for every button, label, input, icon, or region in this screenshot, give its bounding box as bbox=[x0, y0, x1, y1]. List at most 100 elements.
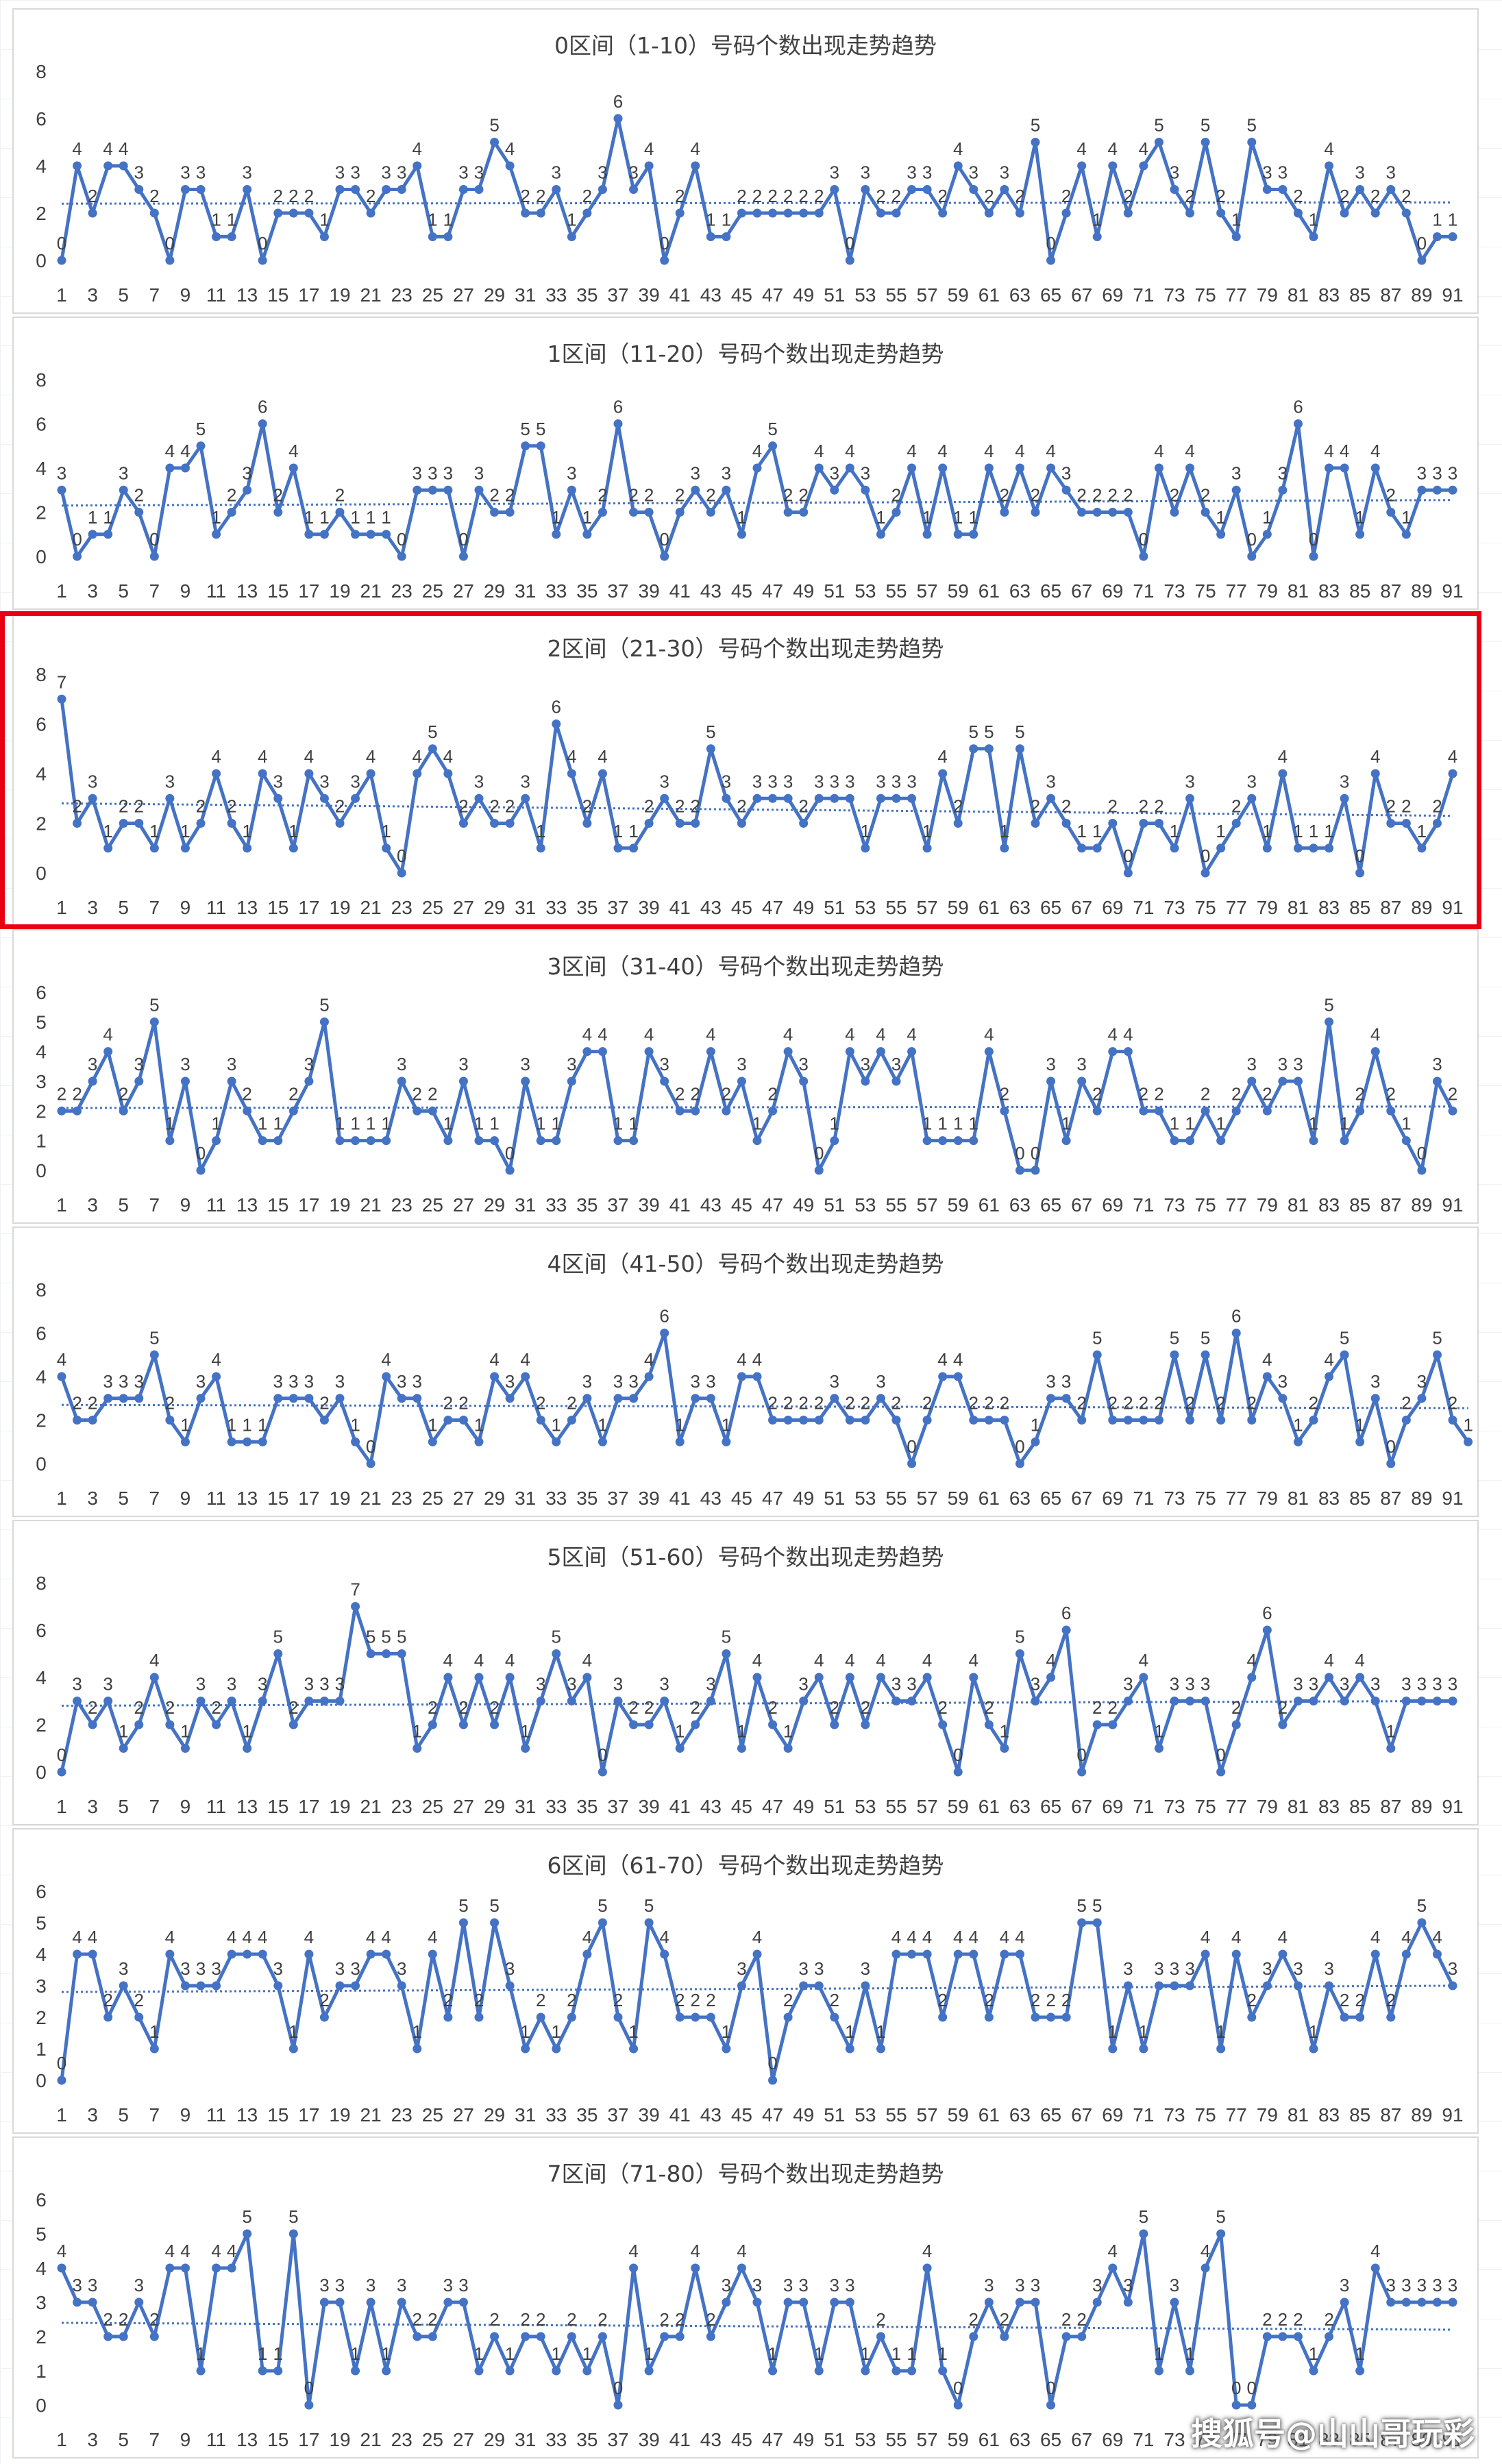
data-label: 2 bbox=[428, 1697, 437, 1718]
data-point bbox=[582, 1394, 592, 1403]
x-tick-label: 11 bbox=[206, 1796, 226, 1817]
y-tick-label: 0 bbox=[36, 546, 47, 567]
data-label: 3 bbox=[567, 463, 576, 483]
data-label: 2 bbox=[196, 796, 206, 817]
data-label: 4 bbox=[1448, 746, 1457, 767]
data-point bbox=[814, 1673, 824, 1682]
x-tick-label: 69 bbox=[1102, 284, 1123, 306]
data-point bbox=[428, 1437, 437, 1446]
x-tick-label: 71 bbox=[1133, 2104, 1154, 2126]
x-tick-label: 15 bbox=[267, 1796, 288, 1817]
x-tick-label: 87 bbox=[1380, 580, 1401, 602]
x-tick-label: 89 bbox=[1411, 580, 1432, 602]
x-tick-label: 71 bbox=[1133, 1194, 1154, 1216]
y-tick-label: 4 bbox=[36, 763, 47, 785]
data-point bbox=[613, 1697, 623, 1705]
data-point bbox=[366, 1649, 376, 1658]
data-point bbox=[1108, 508, 1118, 517]
data-point bbox=[103, 843, 113, 853]
data-label: 5 bbox=[552, 1627, 561, 1647]
data-label: 2 bbox=[798, 485, 808, 506]
data-label: 3 bbox=[1076, 1054, 1086, 1074]
data-label: 4 bbox=[644, 138, 654, 159]
data-label: 1 bbox=[505, 2343, 515, 2364]
x-tick-label: 79 bbox=[1257, 1796, 1278, 1817]
data-point bbox=[845, 2044, 854, 2054]
x-tick-label: 69 bbox=[1102, 897, 1123, 918]
data-label: 3 bbox=[891, 1054, 901, 1074]
data-point bbox=[814, 1416, 824, 1425]
data-label: 1 bbox=[1262, 507, 1272, 528]
data-label: 2 bbox=[628, 485, 638, 506]
data-point bbox=[737, 819, 746, 828]
data-point bbox=[1061, 819, 1071, 828]
data-point bbox=[304, 1394, 314, 1403]
data-label: 1 bbox=[366, 1113, 376, 1134]
data-point bbox=[1417, 2297, 1427, 2307]
data-label: 3 bbox=[366, 2275, 376, 2295]
x-tick-label: 15 bbox=[267, 580, 288, 602]
x-tick-label: 65 bbox=[1040, 1488, 1061, 1509]
data-point bbox=[814, 793, 824, 803]
data-point bbox=[876, 2044, 885, 2054]
data-label: 2 bbox=[72, 1083, 82, 1104]
data-point bbox=[582, 819, 592, 828]
data-label: 3 bbox=[1278, 1371, 1288, 1392]
data-point bbox=[180, 1076, 190, 1086]
data-point bbox=[1046, 1076, 1056, 1086]
data-point bbox=[1309, 843, 1318, 853]
data-point bbox=[768, 1106, 778, 1116]
data-point bbox=[1108, 2263, 1118, 2273]
data-point bbox=[243, 2229, 252, 2239]
data-label: 1 bbox=[953, 1113, 963, 1134]
x-tick-label: 87 bbox=[1380, 2429, 1401, 2450]
x-tick-label: 49 bbox=[793, 1194, 814, 1216]
data-point bbox=[1417, 1697, 1427, 1705]
x-tick-label: 49 bbox=[793, 284, 814, 306]
data-label: 4 bbox=[907, 1927, 916, 1947]
x-tick-label: 65 bbox=[1040, 580, 1061, 602]
data-label: 1 bbox=[552, 1113, 561, 1134]
data-point bbox=[768, 1720, 778, 1729]
data-label: 0 bbox=[258, 233, 267, 254]
data-label: 2 bbox=[984, 186, 994, 206]
data-label: 2 bbox=[861, 1393, 870, 1414]
data-label: 2 bbox=[1340, 186, 1349, 206]
data-point bbox=[644, 1720, 654, 1729]
data-label: 2 bbox=[706, 1990, 715, 2010]
data-point bbox=[1000, 1744, 1009, 1753]
data-label: 3 bbox=[335, 1958, 345, 1979]
data-label: 0 bbox=[1386, 1436, 1396, 1457]
data-point bbox=[799, 1076, 809, 1086]
data-point bbox=[273, 1394, 283, 1403]
data-label: 4 bbox=[1139, 138, 1148, 159]
data-point bbox=[660, 1949, 669, 1959]
data-label: 4 bbox=[1139, 1650, 1148, 1671]
data-label: 0 bbox=[659, 233, 669, 254]
x-tick-label: 39 bbox=[639, 1488, 660, 1509]
data-point bbox=[227, 1437, 236, 1446]
data-point bbox=[644, 508, 654, 517]
x-tick-label: 53 bbox=[854, 897, 876, 918]
data-label: 2 bbox=[814, 186, 824, 206]
data-point bbox=[737, 1076, 746, 1086]
data-label: 4 bbox=[103, 138, 112, 159]
data-label: 3 bbox=[88, 1054, 97, 1074]
data-point bbox=[1123, 2297, 1133, 2307]
data-label: 3 bbox=[413, 1371, 422, 1392]
data-label: 2 bbox=[1123, 186, 1133, 206]
data-label: 4 bbox=[1000, 1927, 1009, 1947]
x-tick-label: 43 bbox=[700, 580, 722, 602]
data-point bbox=[149, 2332, 159, 2341]
data-point bbox=[536, 1136, 545, 1146]
data-point bbox=[1231, 1329, 1241, 1338]
x-tick-label: 57 bbox=[917, 284, 938, 306]
chart-panel-4: 4区间（41-50）号码个数出现走势趋势 0 2 4 6 8 1 3 5 7 9 11 13 15 17 19… bbox=[12, 1227, 1479, 1517]
data-point bbox=[1185, 1136, 1195, 1146]
data-point bbox=[984, 2297, 994, 2307]
data-label: 3 bbox=[552, 162, 561, 183]
data-point bbox=[88, 1720, 97, 1729]
data-label: 2 bbox=[845, 1393, 854, 1414]
data-label: 0 bbox=[613, 2378, 623, 2398]
data-point bbox=[1154, 1744, 1164, 1753]
